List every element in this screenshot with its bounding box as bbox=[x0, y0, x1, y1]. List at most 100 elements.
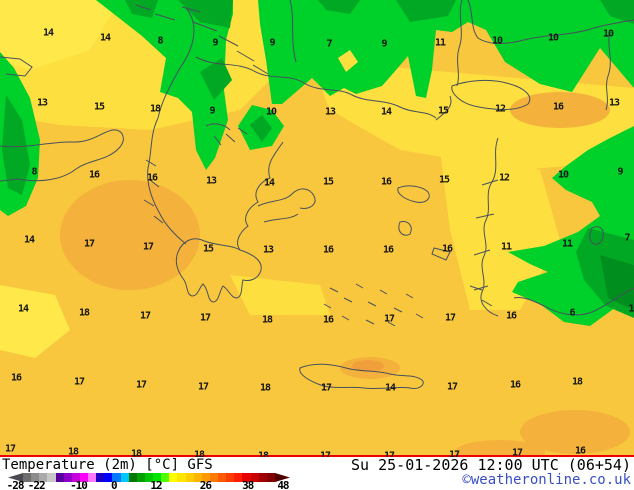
tick-label: 38 bbox=[242, 479, 254, 490]
temp-label: 10 bbox=[557, 169, 569, 181]
island-samos bbox=[431, 247, 451, 261]
temp-label: 9 bbox=[617, 166, 623, 178]
temp-label: 17 bbox=[135, 379, 147, 391]
color-bar-ticks: -28 -22 -10 0 12 26 38 48 bbox=[7, 479, 290, 490]
color-bar-segment bbox=[23, 473, 32, 482]
color-bar-right-arrow-icon bbox=[275, 473, 290, 482]
forecast-datetime: Su 25-01-2026 12:00 UTC (06+54) bbox=[351, 456, 631, 474]
temp-label: 14 bbox=[99, 32, 111, 44]
color-bar-segment bbox=[177, 473, 186, 482]
coast-dalmatia-islands bbox=[135, 4, 269, 75]
temp-label: 10 bbox=[602, 28, 614, 40]
color-bar-segment bbox=[209, 473, 218, 482]
temp-label: 17 bbox=[319, 450, 331, 458]
temp-label: 17 bbox=[142, 241, 154, 253]
temp-label: 16 bbox=[380, 176, 392, 188]
tick-label: 0 bbox=[110, 479, 118, 490]
color-bar-segment bbox=[55, 473, 64, 482]
color-bar-segment bbox=[79, 473, 88, 482]
color-bar-left-arrow-icon bbox=[8, 473, 23, 482]
color-bar-segment bbox=[218, 473, 227, 482]
temp-label: 15 bbox=[202, 243, 214, 255]
temp-label: 17 bbox=[448, 449, 460, 458]
color-bar-segment bbox=[128, 473, 137, 482]
coast-marmara bbox=[435, 79, 531, 121]
color-bar-segment bbox=[144, 473, 153, 482]
color-bar-segment bbox=[242, 473, 251, 482]
coast-peloponnese bbox=[175, 238, 262, 303]
coast-italy bbox=[0, 56, 124, 182]
color-bar-segment bbox=[193, 473, 202, 482]
color-bar-segment bbox=[161, 473, 170, 482]
border-north bbox=[195, 56, 437, 119]
temp-label: 14 bbox=[42, 27, 54, 39]
temp-label: 16 bbox=[441, 243, 453, 255]
tick-label: -22 bbox=[27, 479, 46, 490]
legend-title: Temperature (2m) [°C] GFS bbox=[2, 457, 213, 473]
temp-label: 18 bbox=[78, 307, 90, 319]
temp-label: 17 bbox=[73, 376, 85, 388]
temp-labels: 14 14 8 9 9 7 9 11 10 10 10 13 15 18 9 10 13 14 15 12 16 13 8 1… bbox=[5, 27, 634, 458]
tick-label: 26 bbox=[199, 479, 212, 490]
temp-label: 17 bbox=[446, 381, 458, 393]
color-bar-segment bbox=[47, 473, 56, 482]
color-bar-segment bbox=[258, 473, 267, 482]
islands-cyclades bbox=[323, 283, 424, 327]
temp-label: 1 bbox=[628, 303, 634, 315]
island-rhodes bbox=[589, 226, 604, 245]
color-bar-segment bbox=[96, 473, 105, 482]
temp-label: 16 bbox=[509, 379, 521, 391]
temp-label: 16 bbox=[574, 445, 586, 457]
temp-label: 10 bbox=[547, 32, 559, 44]
temp-label: 13 bbox=[608, 97, 620, 109]
temp-label: 18 bbox=[259, 382, 271, 394]
color-bar-segment bbox=[104, 473, 113, 482]
temp-label: 8 bbox=[31, 166, 37, 178]
temp-label: 12 bbox=[498, 172, 510, 184]
border-vertical-west bbox=[289, 0, 297, 63]
temp-label: 10 bbox=[265, 106, 277, 118]
coast-attica-evia bbox=[237, 141, 316, 251]
color-bar-segment bbox=[226, 473, 235, 482]
temp-label: 17 bbox=[83, 238, 95, 250]
temp-label: 13 bbox=[324, 106, 336, 118]
temp-label: 16 bbox=[88, 169, 100, 181]
temp-label: 16 bbox=[505, 310, 517, 322]
temp-label: 18 bbox=[571, 376, 583, 388]
islands-ionian bbox=[143, 159, 164, 224]
color-bar-segment bbox=[169, 473, 178, 482]
temp-label: 18 bbox=[130, 448, 142, 458]
temp-label: 13 bbox=[36, 97, 48, 109]
legend-right: Su 25-01-2026 12:00 UTC (06+54) ©weather… bbox=[322, 458, 631, 488]
warm-orange-zones bbox=[60, 92, 630, 457]
border-anatolia bbox=[605, 29, 611, 111]
temp-label: 15 bbox=[438, 174, 450, 186]
cold-green-zones bbox=[0, 0, 634, 326]
temp-label: 14 bbox=[263, 177, 275, 189]
temperature-map: 14 14 8 9 9 7 9 11 10 10 10 13 15 18 9 10 13 14 15 12 16 13 8 1… bbox=[0, 0, 634, 457]
coast-crete bbox=[299, 363, 424, 390]
temp-label: 17 bbox=[444, 312, 456, 324]
temp-label: 17 bbox=[383, 313, 395, 325]
color-bar-segment bbox=[266, 473, 275, 482]
temp-label: 11 bbox=[434, 37, 446, 49]
color-bar-segment bbox=[63, 473, 72, 482]
border-vertical-east bbox=[456, 0, 463, 87]
map-canvas bbox=[0, 0, 634, 457]
color-bar-segment bbox=[201, 473, 210, 482]
temp-label: 9 bbox=[212, 37, 218, 49]
temp-label: 10 bbox=[491, 35, 503, 47]
temp-label: 18 bbox=[67, 446, 79, 458]
temp-label: 16 bbox=[322, 244, 334, 256]
temp-label: 18 bbox=[257, 450, 269, 458]
temp-label: 17 bbox=[383, 450, 395, 458]
temp-label: 16 bbox=[322, 314, 334, 326]
temp-label: 12 bbox=[494, 103, 506, 115]
coast-turkey-south bbox=[513, 287, 634, 316]
temp-label: 7 bbox=[326, 38, 332, 50]
temp-label: 16 bbox=[552, 101, 564, 113]
copyright-link[interactable]: ©weatheronline.co.uk bbox=[462, 472, 631, 488]
temp-label: 18 bbox=[261, 314, 273, 326]
temp-label: 13 bbox=[205, 175, 217, 187]
islands-dodecanese bbox=[469, 285, 493, 307]
